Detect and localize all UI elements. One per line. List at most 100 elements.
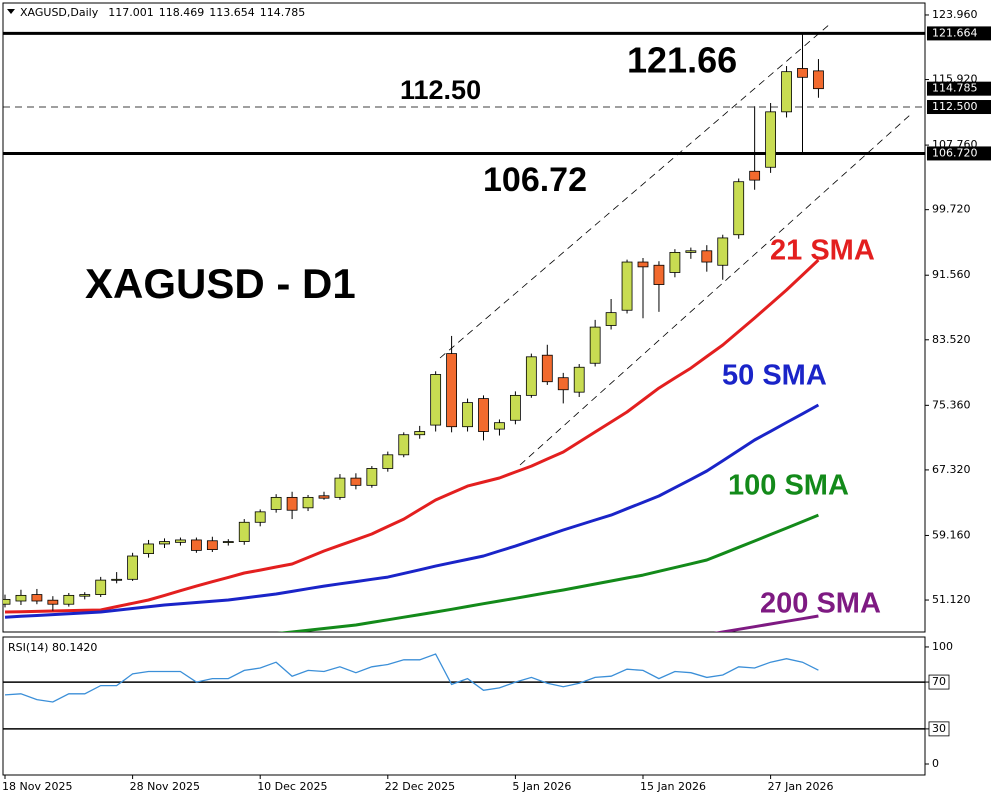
candle-body <box>669 251 681 273</box>
level-label: 112.500 <box>932 100 978 113</box>
candle-body <box>685 250 697 253</box>
sma-line <box>277 513 819 632</box>
sma-label: 21 SMA <box>770 235 875 267</box>
candle-body <box>446 353 458 428</box>
candle-body <box>765 111 776 168</box>
x-tick-label: 5 Jan 2026 <box>512 780 571 793</box>
candle-body <box>366 468 378 486</box>
y-tick-label: 91.560 <box>932 268 971 281</box>
y-tick-label: 59.160 <box>932 528 971 541</box>
candle-body <box>637 261 649 268</box>
candle-body <box>95 579 107 595</box>
candle-body <box>430 374 442 426</box>
rsi-tick-label: 70 <box>932 675 946 688</box>
candle-body <box>350 477 362 486</box>
rsi-tick-label: 0 <box>932 757 939 770</box>
last-close: 114.785 <box>260 6 306 19</box>
candle-body <box>717 237 729 266</box>
candle-body <box>318 495 330 499</box>
annotation: 121.66 <box>627 40 737 81</box>
level-label-box <box>927 100 991 115</box>
y-tick-label: 83.520 <box>932 333 971 346</box>
main-pane <box>2 2 926 633</box>
candle-body <box>254 511 266 523</box>
candle-body <box>653 264 665 285</box>
candle-body <box>206 540 218 550</box>
candle-body <box>127 555 138 580</box>
sma-line <box>713 614 819 632</box>
level-label: 121.664 <box>932 26 978 39</box>
candle-body <box>589 326 601 364</box>
candle-body <box>302 496 314 509</box>
candle-body <box>111 578 123 581</box>
last-price-label-box <box>927 81 991 96</box>
sma-line <box>4 258 820 614</box>
candle-body <box>462 402 473 428</box>
last-open: 117.001 <box>108 6 154 19</box>
last-low: 113.654 <box>209 6 255 19</box>
candle-body <box>701 250 713 263</box>
candle-body <box>541 354 553 383</box>
channel-lower <box>519 114 911 466</box>
candle-body <box>238 521 250 542</box>
menu-arrow <box>7 9 15 14</box>
candle-body <box>733 181 745 236</box>
candle-body <box>478 398 489 432</box>
last-price-label: 114.785 <box>932 82 978 95</box>
y-tick-label: 67.320 <box>932 463 971 476</box>
sma-layer <box>4 258 820 632</box>
rsi-line <box>4 653 819 703</box>
candle-body <box>159 541 170 545</box>
candle-body <box>398 434 410 456</box>
candle-body <box>557 377 569 391</box>
candle-body <box>190 539 202 551</box>
candle-body <box>63 594 75 605</box>
level-label-box <box>927 26 991 41</box>
sma-label: 50 SMA <box>722 360 827 392</box>
candle-body <box>605 312 617 326</box>
rsi-pane <box>2 636 926 776</box>
y-tick-label: 75.360 <box>932 398 971 411</box>
rsi-tick-label: 100 <box>932 640 953 653</box>
rsi-label: RSI(14) 80.1420 <box>8 641 97 654</box>
candle-body <box>621 261 633 311</box>
chart-header: XAGUSD,Daily 117.001 118.469 113.654 114.785 <box>20 6 305 19</box>
y-tick-label: 123.960 <box>932 8 978 21</box>
sma-label: 200 SMA <box>760 588 881 620</box>
candle-body <box>813 70 824 90</box>
candle-body <box>573 366 585 393</box>
x-tick-label: 15 Jan 2026 <box>640 780 706 793</box>
y-tick-label: 99.720 <box>932 203 971 216</box>
candle-body <box>31 594 43 602</box>
annotation: XAGUSD - D1 <box>85 260 356 307</box>
rsi-layer <box>3 653 925 730</box>
candle-body <box>525 356 537 396</box>
channel-upper <box>439 23 831 359</box>
candle-body <box>797 68 808 78</box>
annotation: 106.72 <box>483 161 587 199</box>
x-tick-label: 18 Nov 2025 <box>2 780 72 793</box>
candle-body <box>143 543 154 555</box>
annotation: 112.50 <box>400 75 481 105</box>
candle-body <box>382 454 394 469</box>
level-label: 106.720 <box>932 146 978 159</box>
rsi-tick-box <box>928 674 950 690</box>
x-tick-label: 28 Nov 2025 <box>130 780 200 793</box>
candle-body <box>15 594 27 602</box>
candle-body <box>414 431 426 436</box>
last-high: 118.469 <box>159 6 205 19</box>
candle-body <box>79 594 91 597</box>
sma-line <box>4 403 820 619</box>
x-tick-label: 22 Dec 2025 <box>385 780 455 793</box>
candle-body <box>3 598 11 605</box>
candle-layer <box>3 33 824 611</box>
y-tick-label: 51.120 <box>932 593 971 606</box>
sma-label: 100 SMA <box>728 470 849 502</box>
candle-body <box>47 599 59 605</box>
candle-body <box>334 477 346 498</box>
rsi-tick-box <box>928 721 950 737</box>
candle-body <box>175 539 186 543</box>
candle-body <box>222 541 234 543</box>
